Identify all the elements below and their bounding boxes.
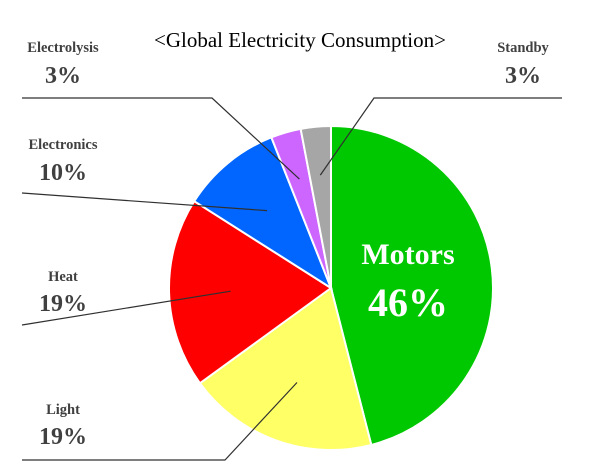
slice-value-electrolysis: 3% (45, 63, 81, 89)
slice-value-heat: 19% (39, 291, 87, 317)
pie-slice-standby (299, 124, 332, 289)
leader-line-heat (21, 290, 231, 326)
pie-slice-light (198, 286, 373, 451)
slice-value-electronics: 10% (39, 160, 87, 186)
leader-line-standby (319, 97, 562, 176)
slice-label-light: Light (46, 402, 80, 418)
slice-value-motors: 46% (368, 280, 448, 325)
pie-slice-heat (168, 199, 333, 385)
slice-value-standby: 3% (505, 63, 541, 89)
slice-value-light: 19% (39, 424, 87, 450)
leader-line-electrolysis (22, 97, 300, 180)
pie-slice-electronics (192, 136, 334, 291)
slice-label-standby: Standby (497, 40, 549, 56)
leader-line-light (22, 382, 298, 461)
leader-line-electronics (21, 192, 268, 212)
slice-label-motors: Motors (361, 238, 454, 271)
slice-label-heat: Heat (48, 269, 78, 285)
leader-lines (21, 97, 562, 461)
pie-slices (168, 124, 494, 451)
pie-slice-motors (330, 124, 494, 447)
slice-label-electronics: Electronics (29, 137, 98, 153)
slice-label-electrolysis: Electrolysis (27, 40, 99, 56)
chart-title: <Global Electricity Consumption> (154, 28, 446, 52)
